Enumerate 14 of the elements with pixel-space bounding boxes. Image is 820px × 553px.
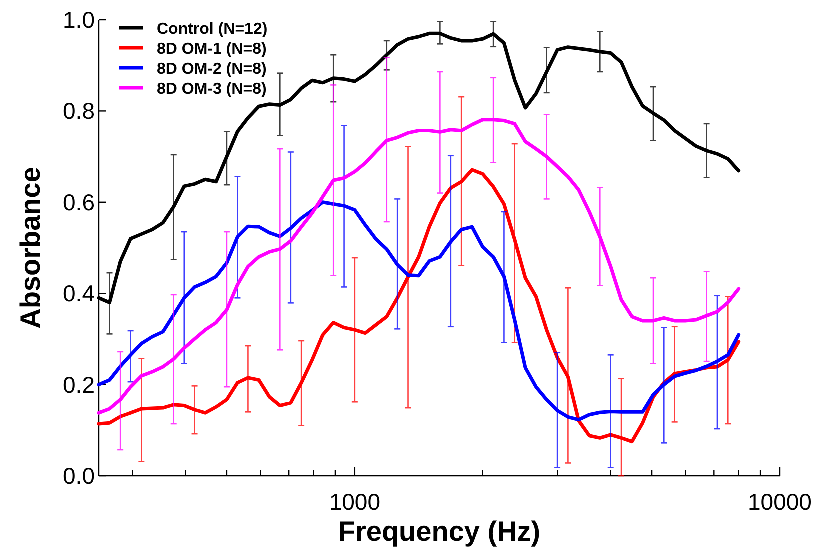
legend-label: 8D OM-2 (N=8) <box>157 61 267 78</box>
x-tick-label: 10000 <box>748 489 812 515</box>
x-tick-label: 1000 <box>329 489 381 515</box>
y-tick-label: 0.4 <box>63 280 96 307</box>
legend-label: 8D OM-3 (N=8) <box>157 81 267 98</box>
y-tick-label: 1.0 <box>63 7 95 33</box>
legend-label: Control (N=12) <box>157 21 268 38</box>
y-tick-label: 0.2 <box>63 372 95 398</box>
y-tick-label: 0.0 <box>63 463 95 489</box>
legend-label: 8D OM-1 (N=8) <box>157 41 267 58</box>
x-axis-title: Frequency (Hz) <box>338 516 541 547</box>
y-tick-label: 0.6 <box>63 189 95 216</box>
y-tick-label: 0.8 <box>63 98 95 124</box>
y-axis-title: Absorbance <box>15 167 46 329</box>
